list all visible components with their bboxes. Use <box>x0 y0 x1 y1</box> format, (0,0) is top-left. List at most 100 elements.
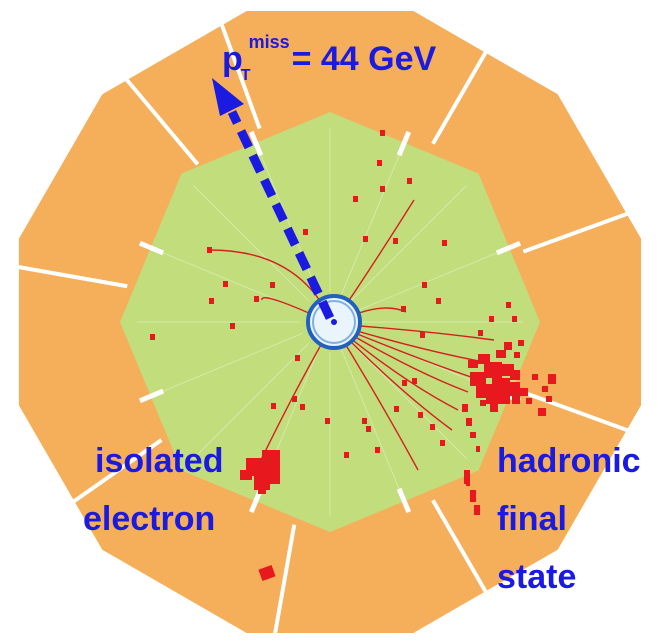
beam-pipe-inner <box>312 300 356 344</box>
hadronic-deposit-cell <box>486 392 500 404</box>
hadronic-deposit-cell <box>462 404 468 412</box>
hadronic-deposit-cell <box>474 505 480 515</box>
hadronic-deposit-cell <box>476 446 480 452</box>
energy-hit <box>430 424 435 430</box>
energy-hit <box>150 334 155 340</box>
inner-module-line <box>341 143 405 295</box>
outer-module-gap <box>216 14 262 130</box>
missing-pt-label: pTmiss= 44 GeV <box>222 32 437 84</box>
hadronic-deposit-cell <box>498 394 510 404</box>
energy-hit <box>209 298 214 304</box>
energy-hit <box>401 306 406 312</box>
energy-hit <box>271 403 276 409</box>
energy-hit <box>380 186 385 192</box>
hadronic-deposit-cell <box>468 360 478 368</box>
hadronic-deposit-cell <box>470 490 476 502</box>
hadronic-deposit-cell <box>538 408 546 416</box>
inner-module-line <box>357 247 509 311</box>
outer-module-gap <box>61 438 163 511</box>
energy-hit <box>325 418 330 424</box>
inner-module-line <box>193 342 310 459</box>
hadronic-deposit-cell <box>518 340 524 346</box>
inner-module-line <box>255 143 319 295</box>
hadronic-deposit-cell <box>478 354 490 364</box>
electron-deposit-cell <box>240 470 252 480</box>
hadronic-deposit-cell <box>512 396 520 404</box>
energy-hit <box>292 396 297 402</box>
energy-hit <box>344 452 349 458</box>
energy-hit <box>353 196 358 202</box>
inner-edge-tick <box>396 130 412 157</box>
energy-hit <box>506 302 511 308</box>
energy-hit <box>380 130 385 136</box>
energy-hit <box>230 323 235 329</box>
energy-hit <box>303 229 308 235</box>
energy-hit <box>375 447 380 453</box>
hadronic-deposit-cell <box>532 374 538 380</box>
hadronic-deposit-cell <box>514 352 520 358</box>
hadronic-deposit-cell <box>490 404 498 412</box>
energy-hit <box>363 236 368 242</box>
inner-module-line <box>341 349 405 501</box>
inner-module-line <box>193 185 310 302</box>
outer-module-gap <box>522 390 638 436</box>
hadronic-deposit-cell <box>492 378 510 394</box>
energy-hit <box>207 247 212 253</box>
energy-hit <box>366 426 371 432</box>
energy-hit <box>393 238 398 244</box>
missing-pt-shaft <box>227 110 335 320</box>
hadronic-deposit-cell <box>480 400 486 406</box>
ptmiss-symbol: p <box>222 40 243 78</box>
energy-hit <box>270 282 275 288</box>
inner-edge-tick <box>248 130 264 157</box>
hadronic-deposit-cell <box>546 396 552 402</box>
hadronic-deposit-cell <box>496 350 506 358</box>
hadronic-deposit-cell <box>466 418 472 426</box>
energy-hit <box>418 412 423 418</box>
inner-edge-tick <box>138 388 165 404</box>
energy-hit <box>436 298 441 304</box>
outer-module-gap <box>522 208 638 254</box>
electron-deposit-cell <box>258 486 266 494</box>
hadronic-deposit-cell <box>506 382 520 396</box>
hadronic-deposit-cell <box>466 478 470 486</box>
electron-deposit-cell <box>262 450 280 472</box>
hadronic-deposit-cell <box>510 370 520 380</box>
dashed-arrow-icon <box>212 78 244 116</box>
energy-hit <box>422 282 427 288</box>
energy-hit <box>407 178 412 184</box>
energy-hit <box>300 404 305 410</box>
electron-deposit-cell <box>254 472 270 490</box>
energy-hit <box>478 330 483 336</box>
inner-edge-tick <box>495 240 522 256</box>
ptmiss-superscript: miss <box>249 32 290 52</box>
electron-label: electron <box>83 500 215 538</box>
inner-module-line <box>350 185 467 302</box>
inner-edge-tick <box>138 240 165 256</box>
hadronic-deposit-cell <box>484 362 502 378</box>
outer-module-gap <box>431 38 495 145</box>
energy-deposits <box>150 130 556 582</box>
energy-hit <box>442 240 447 246</box>
outer-module-gap <box>431 499 495 606</box>
outer-deposit-cell <box>258 564 276 582</box>
hadronic-deposit-cell <box>470 432 476 438</box>
energy-hit <box>489 316 494 322</box>
outer-module-gap <box>8 263 128 289</box>
energy-hit <box>420 332 425 338</box>
hadronic-deposit-cell <box>520 388 528 396</box>
state-label: state <box>497 558 576 596</box>
energy-hit <box>440 440 445 446</box>
energy-hit <box>295 355 300 361</box>
energy-hit <box>402 380 407 386</box>
energy-hit <box>394 406 399 412</box>
hadronic-deposit-cell <box>548 374 556 384</box>
isolated-label: isolated <box>95 442 223 480</box>
ptmiss-subscript: T <box>241 67 251 84</box>
inner-edge-tick <box>396 487 412 514</box>
interaction-vertex <box>331 319 337 325</box>
energy-hit <box>362 418 367 424</box>
inner-module-line <box>151 333 303 397</box>
beam-pipe <box>306 294 362 350</box>
